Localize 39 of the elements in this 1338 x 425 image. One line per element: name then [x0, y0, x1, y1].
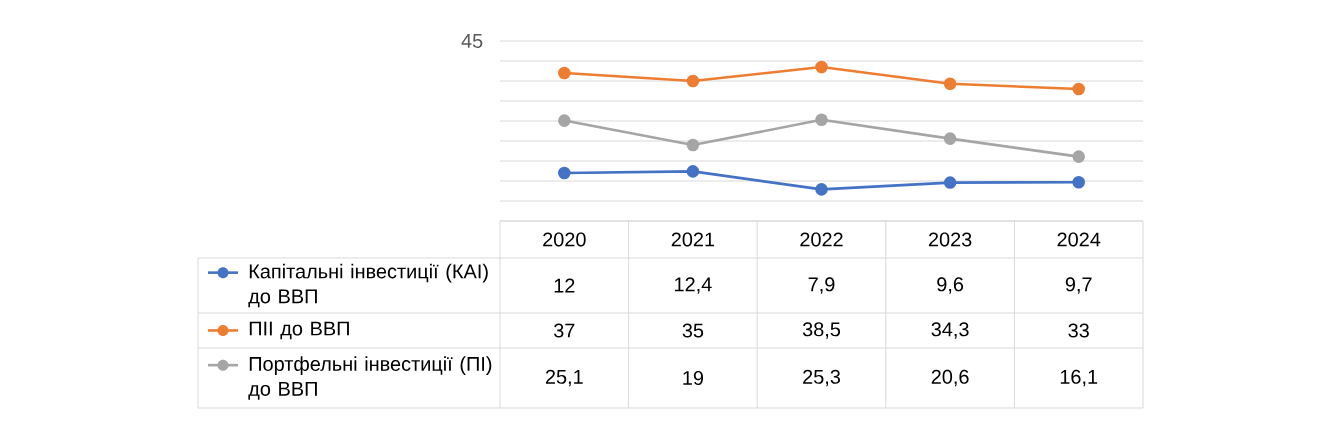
legend-label: Капітальні інвестиції (КАІ) до ВВП [248, 263, 488, 308]
data-label: 25,1 [545, 369, 583, 387]
point [558, 166, 571, 180]
data-label: 12 [554, 278, 575, 293]
point [686, 74, 700, 88]
data-label: 9,7 [1065, 277, 1092, 294]
legend-label: Портфельні інвестиції (ПІ) до ВВП [248, 356, 492, 400]
x-tick-label: 2024 [1057, 232, 1101, 247]
data-label: 33 [1068, 323, 1089, 338]
data-label: 19 [683, 370, 704, 386]
point [943, 132, 957, 145]
point [815, 183, 828, 196]
point [1072, 82, 1085, 96]
data-label: 25,3 [803, 369, 841, 387]
data-label: 38,5 [802, 322, 841, 339]
x-tick-label: 2020 [543, 232, 586, 247]
data-label: 7,9 [808, 277, 835, 294]
x-tick-label: 2023 [928, 232, 972, 247]
point [815, 60, 828, 74]
data-label: 16,1 [1060, 369, 1098, 387]
data-label: 37 [553, 323, 575, 338]
point [1072, 175, 1085, 189]
point [943, 77, 957, 91]
data-label: 12,4 [675, 277, 712, 294]
point [815, 113, 828, 127]
point [558, 114, 571, 127]
point [943, 176, 957, 189]
point [1072, 150, 1085, 163]
x-tick-label: 2021 [671, 232, 715, 247]
data-label: 34,3 [931, 322, 969, 339]
data-label: 9,6 [937, 277, 964, 294]
data-label: 35 [682, 323, 704, 338]
point [686, 165, 700, 178]
data-label: 20,6 [931, 369, 969, 387]
point [686, 138, 700, 152]
text: 45 [461, 34, 483, 48]
x-tick-label: 2022 [800, 232, 843, 247]
point [558, 66, 571, 80]
legend-label: ПІІ до ВВП [249, 321, 349, 340]
